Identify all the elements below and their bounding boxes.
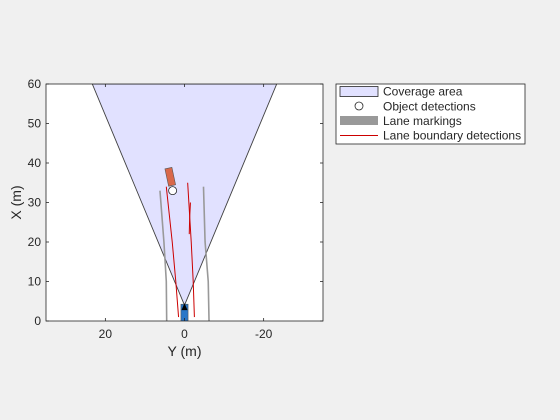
plot-content — [91, 84, 278, 321]
legend-lane-markings-label: Lane markings — [383, 114, 462, 128]
lane-boundary-detection-3 — [188, 202, 191, 235]
legend-lane-boundary-detections-label: Lane boundary detections — [383, 129, 521, 143]
y-tick-label: 30 — [28, 196, 42, 210]
ego-sensor-marker — [181, 303, 188, 311]
vehicle-target — [164, 167, 176, 187]
x-tick-label: -20 — [255, 327, 273, 341]
lane-boundary-detection-1 — [165, 186, 180, 318]
legend-coverage-area-label: Coverage area — [383, 85, 463, 99]
legend-lane-markings-swatch — [340, 116, 378, 125]
y-tick-label: 40 — [28, 156, 42, 170]
y-tick-label: 50 — [28, 117, 42, 131]
axes[interactable]: 20 0 -20 0 10 20 30 40 50 60 Y (m) X (m) — [8, 77, 324, 359]
lane-marking-1 — [159, 190, 168, 321]
x-axis-label: Y (m) — [168, 343, 202, 359]
lane-marking-2 — [202, 186, 210, 321]
legend-object-detections-marker — [354, 101, 364, 111]
legend-object-detections-label: Object detections — [383, 100, 476, 114]
y-tick-label: 10 — [28, 275, 42, 289]
x-axis-ticks: 20 0 -20 — [99, 84, 273, 341]
y-axis-ticks: 0 10 20 30 40 50 60 — [28, 77, 323, 328]
x-tick-label: 0 — [181, 327, 188, 341]
y-tick-label: 0 — [34, 314, 41, 328]
legend-coverage-area-swatch — [339, 86, 379, 97]
y-tick-label: 20 — [28, 235, 42, 249]
x-tick-label: 20 — [99, 327, 113, 341]
coverage-area — [91, 84, 278, 307]
legend[interactable]: Coverage area Object detections Lane mar… — [335, 83, 526, 145]
object-detection-1 — [168, 186, 178, 196]
y-axis-label: X (m) — [8, 185, 24, 219]
y-tick-label: 60 — [28, 77, 42, 91]
